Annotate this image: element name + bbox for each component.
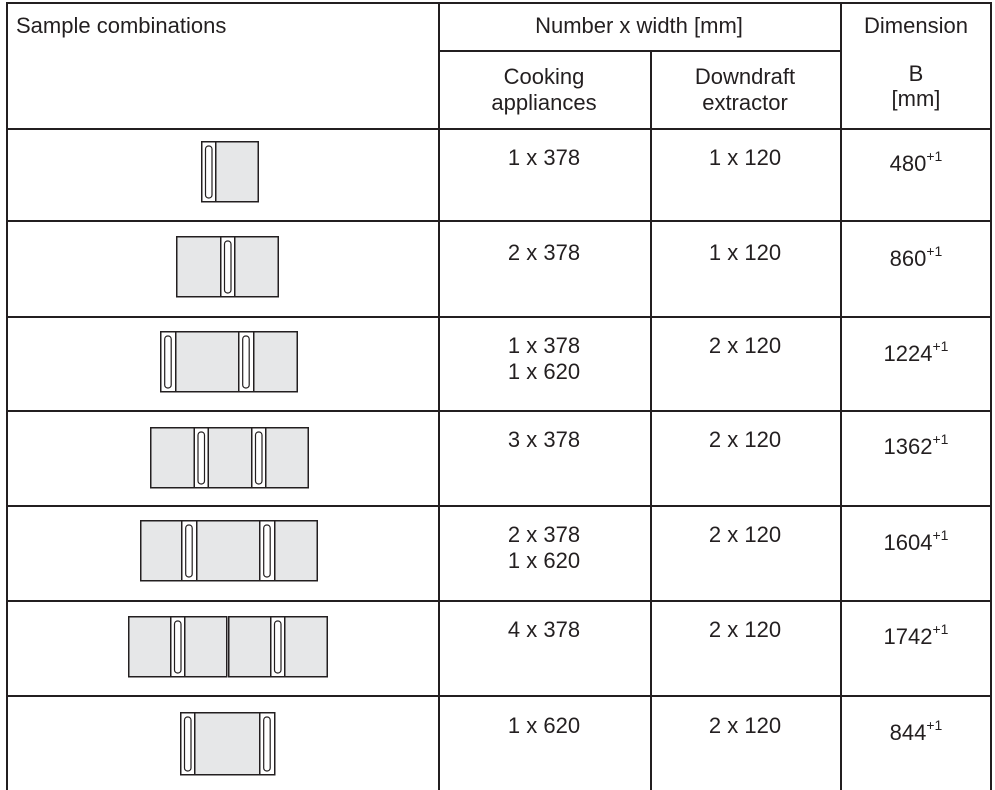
row-divider bbox=[6, 695, 991, 697]
dimension-tolerance: +1 bbox=[926, 243, 943, 259]
dimension-number: 1224 bbox=[883, 341, 933, 366]
cooking-value-row-2: 2 x 378 bbox=[507, 240, 581, 265]
dimension-number: 860 bbox=[889, 246, 927, 271]
cooking-line: 1 x 378 bbox=[507, 333, 581, 358]
header-dimension-unit: [mm] bbox=[891, 86, 941, 111]
dimension-number: 1362 bbox=[883, 434, 933, 459]
dimension-value-row-5: 1604+1 bbox=[840, 527, 992, 556]
dimension-value-row-2: 860+1 bbox=[840, 243, 992, 272]
downdraft-value-row-1: 1 x 120 bbox=[708, 145, 782, 170]
downdraft-value-row-7: 2 x 120 bbox=[708, 713, 782, 738]
dimension-tolerance: +1 bbox=[932, 338, 949, 354]
header-subdivider bbox=[438, 50, 840, 52]
dimension-tolerance: +1 bbox=[932, 431, 949, 447]
table-border-top bbox=[6, 2, 991, 4]
header-cooking-line1: Cooking bbox=[503, 64, 585, 89]
dimension-tolerance: +1 bbox=[932, 621, 949, 637]
cooking-value-row-1: 1 x 378 bbox=[507, 145, 581, 170]
row-divider bbox=[6, 316, 991, 318]
header-downdraft-line1: Downdraft bbox=[694, 64, 796, 89]
dimension-value-row-4: 1362+1 bbox=[840, 431, 992, 460]
dimension-number: 844 bbox=[889, 720, 927, 745]
dimension-tolerance: +1 bbox=[926, 717, 943, 733]
table-border-left bbox=[6, 2, 8, 790]
header-dimension-b: B bbox=[908, 61, 924, 86]
dimension-number: 1604 bbox=[883, 530, 933, 555]
cooking-line: 1 x 620 bbox=[507, 548, 581, 573]
header-number-width: Number x width [mm] bbox=[535, 13, 743, 38]
cooking-value-row-4: 3 x 378 bbox=[507, 427, 581, 452]
cooking-value-row-6: 4 x 378 bbox=[507, 617, 581, 642]
cooking-value-row-3: 1 x 378 1 x 620 bbox=[438, 333, 650, 385]
dimension-number: 480 bbox=[889, 151, 927, 176]
column-divider bbox=[438, 2, 440, 790]
combination-diagram-row-7 bbox=[180, 712, 276, 776]
dimension-value-row-7: 844+1 bbox=[840, 717, 992, 746]
dimension-value-row-1: 480+1 bbox=[840, 148, 992, 177]
header-dimension: Dimension bbox=[864, 13, 968, 38]
row-divider bbox=[6, 600, 991, 602]
column-divider bbox=[650, 50, 652, 790]
dimension-number: 1742 bbox=[883, 624, 933, 649]
header-bottom-border bbox=[6, 128, 991, 130]
row-divider bbox=[6, 410, 991, 412]
header-downdraft-extractor: Downdraft extractor bbox=[650, 64, 840, 116]
downdraft-value-row-3: 2 x 120 bbox=[708, 333, 782, 358]
combination-diagram-row-2 bbox=[176, 236, 279, 298]
downdraft-value-row-6: 2 x 120 bbox=[708, 617, 782, 642]
combination-diagram-row-6 bbox=[128, 616, 328, 678]
header-sample-combinations: Sample combinations bbox=[16, 13, 227, 38]
header-cooking-appliances: Cooking appliances bbox=[438, 64, 650, 116]
table-border-right bbox=[990, 2, 992, 790]
dimension-tolerance: +1 bbox=[932, 527, 949, 543]
row-divider bbox=[6, 505, 991, 507]
downdraft-value-row-2: 1 x 120 bbox=[708, 240, 782, 265]
row-divider bbox=[6, 220, 991, 222]
column-divider bbox=[840, 2, 842, 790]
cooking-line: 1 x 620 bbox=[507, 359, 581, 384]
dimension-tolerance: +1 bbox=[926, 148, 943, 164]
cooking-value-row-7: 1 x 620 bbox=[507, 713, 581, 738]
downdraft-value-row-5: 2 x 120 bbox=[708, 522, 782, 547]
cooking-value-row-5: 2 x 378 1 x 620 bbox=[438, 522, 650, 574]
cooking-line: 2 x 378 bbox=[507, 522, 581, 547]
header-downdraft-line2: extractor bbox=[702, 90, 788, 115]
header-cooking-line2: appliances bbox=[491, 90, 597, 115]
downdraft-value-row-4: 2 x 120 bbox=[708, 427, 782, 452]
combination-diagram-row-4 bbox=[150, 427, 309, 489]
combination-diagram-row-3 bbox=[160, 331, 298, 393]
combination-diagram-row-5 bbox=[140, 520, 318, 582]
combination-diagram-row-1 bbox=[201, 141, 259, 203]
dimension-value-row-6: 1742+1 bbox=[840, 621, 992, 650]
dimension-value-row-3: 1224+1 bbox=[840, 338, 992, 367]
